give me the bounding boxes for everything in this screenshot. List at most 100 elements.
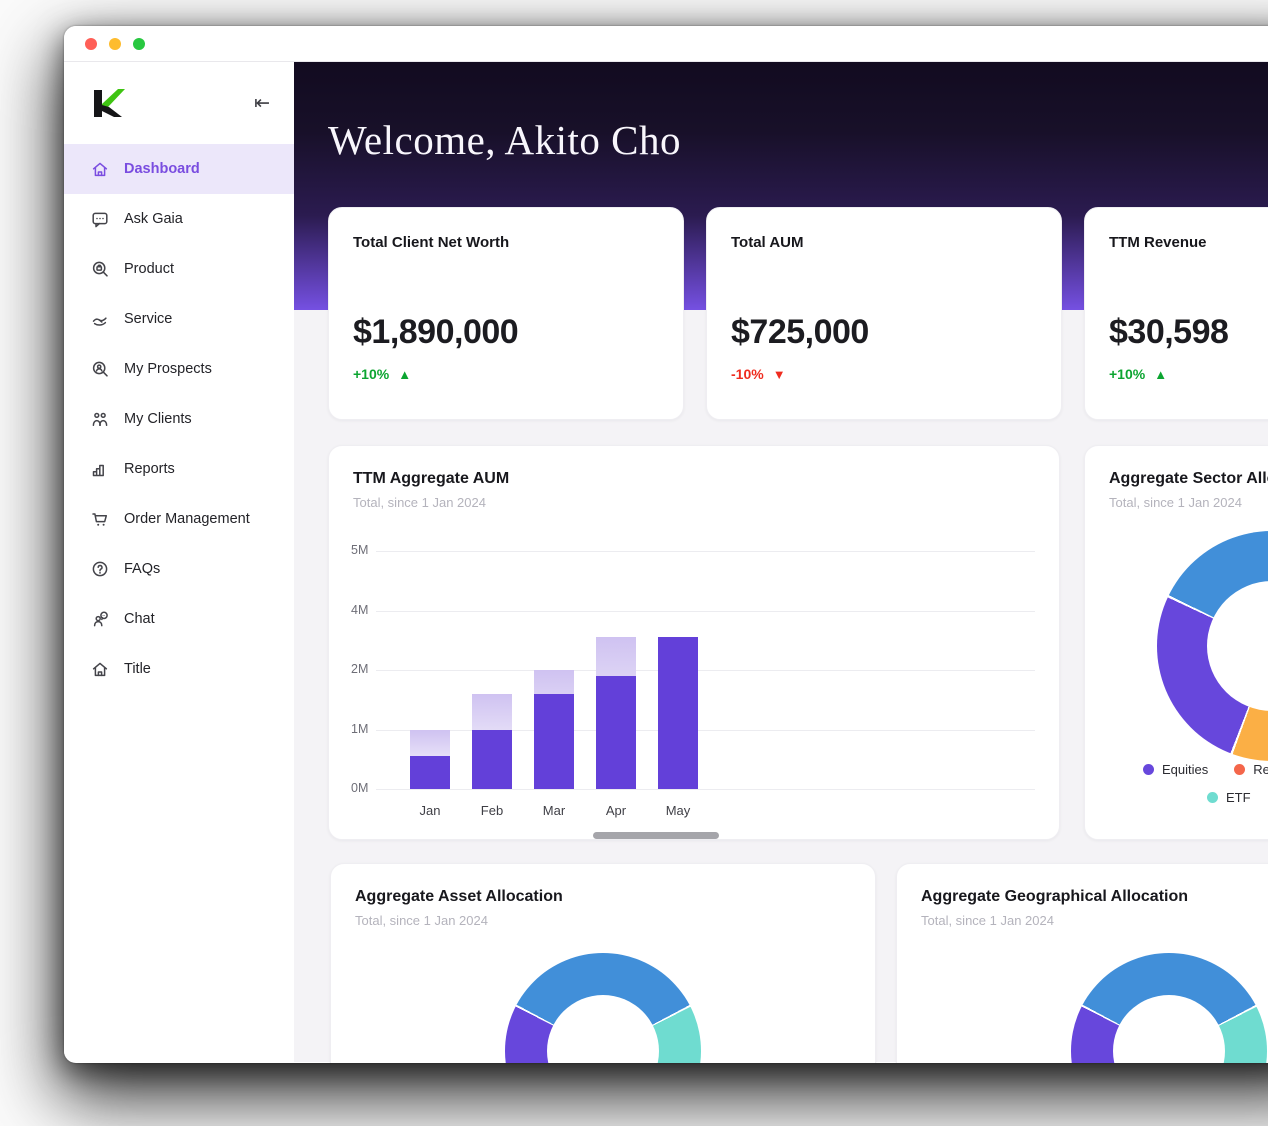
gridline: [376, 729, 1035, 731]
bar-feb: [472, 693, 512, 789]
sidebar-item-label: Reports: [124, 461, 175, 477]
legend-item: ETF: [1207, 790, 1251, 805]
stat-title: Total AUM: [731, 234, 804, 251]
charts-row: TTM Aggregate AUM Total, since 1 Jan 202…: [328, 445, 1268, 840]
sidebar-item-label: Ask Gaia: [124, 211, 183, 227]
gridline: [376, 551, 1035, 552]
legend-label: Equities: [1162, 762, 1209, 777]
chart-subtitle: Total, since 1 Jan 2024: [921, 913, 1054, 928]
chart-subtitle: Total, since 1 Jan 2024: [353, 495, 486, 510]
gridline: [376, 670, 1035, 671]
ttm-aggregate-aum-card: TTM Aggregate AUM Total, since 1 Jan 202…: [328, 445, 1060, 840]
stat-value: $725,000: [731, 313, 869, 351]
service-hand-icon: [92, 317, 107, 326]
question-circle-icon: [92, 561, 108, 577]
y-axis-tick-label: 2M: [351, 662, 369, 676]
chart-legend-row: Equities Real estate: [1143, 762, 1268, 777]
chat-bubble-icon: [92, 212, 108, 228]
sidebar-item-dashboard[interactable]: Dashboard: [64, 144, 294, 194]
sidebar-item-faqs[interactable]: FAQs: [64, 544, 294, 594]
home-icon: [92, 662, 108, 677]
app-window: ⇤ Dashboard Ask Gaia Product Service My Pros…: [64, 26, 1268, 1063]
sidebar-collapse-icon[interactable]: ⇤: [254, 92, 270, 114]
sidebar-item-reports[interactable]: Reports: [64, 444, 294, 494]
sidebar-item-label: Order Management: [124, 511, 250, 527]
gridline: [376, 610, 1035, 612]
legend-item: Real estate: [1234, 762, 1268, 777]
bottom-charts-row: Aggregate Asset Allocation Total, since …: [330, 863, 1268, 1063]
y-axis-tick-label: 1M: [351, 721, 369, 736]
legend-label: ETF: [1226, 790, 1251, 805]
legend-label: Real estate: [1253, 762, 1268, 777]
sector-donut-chart: [1157, 531, 1268, 761]
sidebar-item-title[interactable]: Title: [64, 644, 294, 694]
x-axis-label: Apr: [605, 803, 627, 818]
chat-person-icon: [93, 611, 108, 627]
bar-jan: [410, 729, 450, 789]
x-axis-label: May: [665, 803, 691, 818]
sidebar-item-order-management[interactable]: Order Management: [64, 494, 294, 544]
legend-dot: [1143, 764, 1154, 775]
sidebar-item-label: Dashboard: [124, 161, 200, 177]
sidebar: ⇤ Dashboard Ask Gaia Product Service My Pros…: [64, 62, 294, 1062]
legend-dot: [1234, 764, 1246, 775]
chart-title: TTM Aggregate AUM: [353, 470, 510, 487]
stat-card-ttm-revenue: TTM Revenue $30,598 +10% ▲: [1084, 207, 1268, 420]
chart-subtitle: Total, since 1 Jan 2024: [355, 913, 488, 928]
stat-title: TTM Revenue: [1109, 234, 1207, 251]
bar-apr: [596, 637, 636, 789]
zoom-window-button[interactable]: [133, 37, 145, 50]
chart-title: Aggregate Asset Allocation: [355, 888, 563, 905]
sidebar-item-service[interactable]: Service: [64, 294, 294, 344]
chart-horizontal-scrollbar[interactable]: [593, 832, 719, 839]
sidebar-item-ask-gaia[interactable]: Ask Gaia: [64, 194, 294, 244]
sidebar-item-product[interactable]: Product: [64, 244, 294, 294]
sidebar-item-my-prospects[interactable]: My Prospects: [64, 344, 294, 394]
sidebar-menu: Dashboard Ask Gaia Product Service My Prospe…: [64, 144, 294, 694]
gridline: [376, 789, 1035, 790]
sector-allocation-card: Aggregate Sector Allocation Total, since…: [1084, 445, 1268, 840]
legend-dot: [1207, 792, 1218, 803]
x-axis-label: Mar: [542, 803, 566, 818]
sidebar-item-label: Product: [124, 261, 174, 277]
bar-may: [658, 637, 698, 789]
asset-allocation-card: Aggregate Asset Allocation Total, since …: [330, 863, 876, 1063]
prospect-search-icon: [92, 361, 108, 377]
reports-chart-icon: [92, 464, 104, 477]
sidebar-item-my-clients[interactable]: My Clients: [64, 394, 294, 444]
stat-card-net-worth: Total Client Net Worth $1,890,000 +10% ▲: [328, 207, 684, 420]
home-icon: [92, 162, 108, 177]
cart-icon: [92, 513, 108, 526]
stat-delta: +10% ▲: [353, 366, 412, 382]
sidebar-item-label: Service: [124, 311, 173, 327]
chart-subtitle: Total, since 1 Jan 2024: [1109, 495, 1242, 510]
clients-icon: [92, 412, 108, 426]
trend-up-icon: ▲: [398, 366, 412, 382]
asset-donut-chart: [505, 953, 701, 1063]
close-window-button[interactable]: [85, 37, 97, 50]
y-axis-tick-label: 4M: [351, 602, 369, 617]
trend-up-icon: ▲: [1154, 366, 1168, 382]
stat-delta: -10% ▼: [731, 366, 786, 382]
chart-legend-row: ETF: [1207, 790, 1268, 805]
titlebar: [64, 26, 1268, 62]
stat-value: $30,598: [1109, 313, 1229, 351]
stat-delta: +10% ▲: [1109, 366, 1168, 382]
x-axis-label: Feb: [480, 803, 504, 818]
trend-down-icon: ▼: [772, 366, 786, 382]
x-axis-label: Jan: [419, 803, 441, 818]
chart-title: Aggregate Sector Allocation: [1109, 470, 1268, 487]
y-axis-tick-label: 0M: [351, 781, 369, 795]
bar-chart: 5M 4M 2M 1M 0M Jan Feb Mar Apr May: [351, 543, 1035, 818]
y-axis-tick-label: 5M: [351, 543, 369, 557]
minimize-window-button[interactable]: [109, 37, 121, 50]
legend-item: Equities: [1143, 762, 1208, 777]
bar-mar: [534, 670, 574, 789]
app-logo: [94, 89, 125, 117]
sidebar-item-label: Title: [124, 661, 151, 677]
sidebar-item-label: Chat: [124, 611, 155, 627]
sidebar-item-chat[interactable]: Chat: [64, 594, 294, 644]
product-search-icon: [92, 261, 108, 277]
sidebar-item-label: My Clients: [124, 411, 192, 427]
geographical-allocation-card: Aggregate Geographical Allocation Total,…: [896, 863, 1268, 1063]
